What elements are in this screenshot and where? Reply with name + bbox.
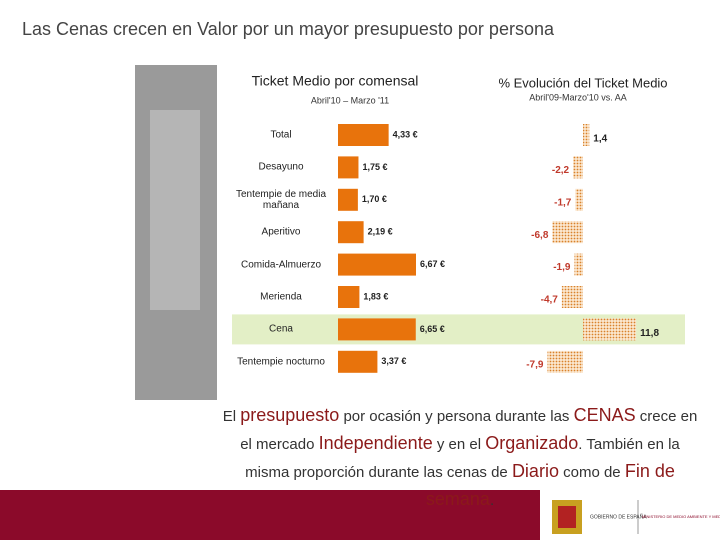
category-label: Tentempie nocturno (237, 356, 325, 368)
chart2-title: % Evolución del Ticket Medio (498, 75, 667, 90)
value-label: 2,19 € (368, 227, 393, 237)
value-label: -2,2 (552, 165, 570, 176)
chart2-subtitle: Abril'09-Marzo'10 vs. AA (529, 92, 626, 102)
value-label: -1,7 (554, 197, 572, 208)
logo-text: GOBIERNO DE ESPAÑA (590, 513, 647, 520)
bar (575, 188, 583, 211)
body-run: El (222, 408, 241, 425)
bar (573, 156, 583, 179)
emphasis: presupuesto (240, 405, 340, 425)
category-label: Tentempie de media mañana (235, 188, 327, 211)
value-label: 6,65 € (420, 324, 445, 334)
body-run: . También en la misma proporción durante… (245, 436, 680, 481)
bar (338, 221, 364, 244)
slide-title: Las Cenas crecen en Valor por un mayor p… (22, 19, 555, 39)
bar (338, 350, 378, 373)
bar (547, 350, 583, 373)
value-label: 4,33 € (393, 129, 418, 139)
emphasis: Diario (511, 461, 559, 481)
category-label: Total (270, 129, 292, 141)
emphasis: Organizado (485, 433, 579, 453)
chart1-title: Ticket Medio por comensal (252, 73, 419, 89)
bar (338, 286, 360, 308)
bar (338, 124, 389, 146)
value-label: 1,75 € (362, 162, 387, 172)
emphasis: CENAS (573, 405, 636, 425)
emphasis: Independiente (318, 433, 433, 453)
photo-detail (150, 110, 200, 310)
body-run: crece en el mercado (240, 408, 698, 453)
value-label: -7,9 (526, 359, 544, 370)
logo-text: MINISTERIO DE MEDIO AMBIENTE Y MEDIO RUR… (642, 514, 720, 519)
bar (574, 253, 583, 276)
bar (338, 156, 359, 179)
body-text: El presupuesto por ocasión y persona dur… (222, 402, 698, 514)
category-label: Merienda (260, 291, 302, 303)
category-label: Cena (269, 323, 293, 335)
body-run: por ocasión y persona durante las (339, 408, 574, 425)
value-label: -1,9 (553, 262, 571, 273)
value-label: 3,37 € (381, 356, 406, 366)
bar (552, 221, 583, 244)
coat-of-arms-inner (558, 506, 576, 528)
bar (583, 318, 637, 341)
value-label: -6,8 (531, 230, 549, 241)
value-label: 1,83 € (363, 291, 388, 301)
category-label: Comida-Almuerzo (240, 259, 322, 271)
body-run: y en el (432, 436, 486, 453)
bar (338, 188, 358, 211)
category-label: Desayuno (258, 161, 304, 173)
bar (338, 253, 416, 276)
body-run: como de (558, 464, 625, 481)
value-label: -4,7 (541, 295, 559, 306)
bar (338, 318, 416, 341)
bar (583, 124, 590, 146)
bar (561, 286, 583, 308)
value-label: 1,70 € (362, 194, 387, 204)
value-label: 11,8 (640, 328, 659, 339)
category-label: Aperitivo (261, 226, 301, 238)
value-label: 1,4 (593, 134, 607, 145)
body-run: . (489, 492, 495, 509)
emphasis: Fin de semana (425, 461, 675, 509)
chart1-subtitle: Abril'10 – Marzo '11 (311, 95, 389, 105)
value-label: 6,67 € (420, 259, 445, 269)
